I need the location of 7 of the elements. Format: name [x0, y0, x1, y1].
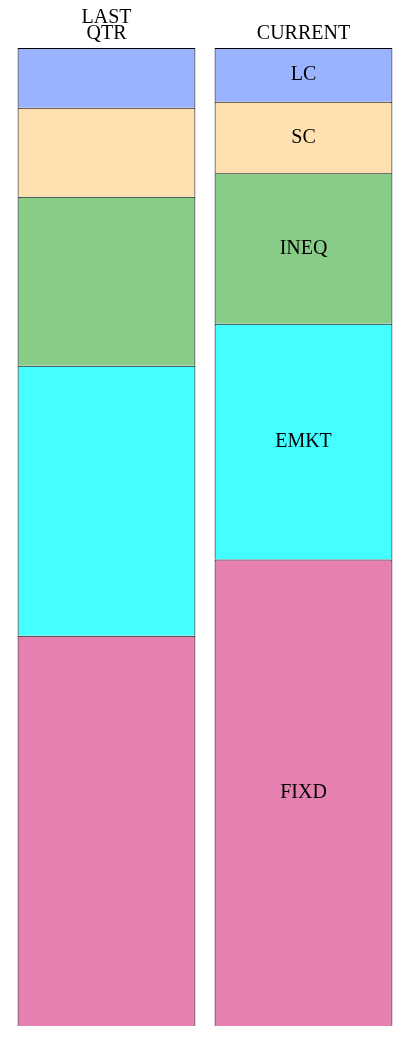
- series-label: LC: [290, 62, 317, 85]
- series-label: INEQ: [279, 235, 328, 258]
- series-label: EMKT: [275, 428, 332, 451]
- series-label: FIXD: [280, 780, 327, 802]
- x-tick-label: CURRENT: [256, 21, 351, 44]
- series-label: SC: [291, 124, 316, 147]
- x-tick-label: LAST QTR: [81, 5, 132, 44]
